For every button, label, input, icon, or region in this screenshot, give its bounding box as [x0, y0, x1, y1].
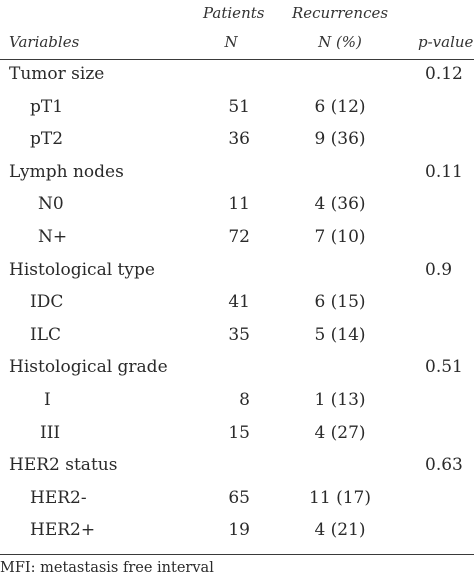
row-recurrences: 4 (36)	[314, 194, 366, 215]
row-pvalue: 0.11	[425, 161, 463, 182]
row-patients: 36	[228, 129, 250, 150]
row-sublabel: III	[40, 422, 61, 443]
bottom-rule	[0, 554, 474, 555]
row-patients: 51	[228, 96, 250, 117]
row-sublabel: HER2+	[30, 520, 96, 541]
row-sublabel: N0	[38, 194, 64, 215]
row-recurrences: 4 (27)	[314, 422, 366, 443]
row-sublabel: HER2-	[30, 487, 87, 508]
row-recurrences: 9 (36)	[314, 129, 366, 150]
row-pvalue: 0.51	[425, 357, 463, 378]
row-recurrences: 4 (21)	[314, 520, 366, 541]
row-sublabel: N+	[38, 227, 68, 247]
row-sublabel: pT2	[30, 129, 64, 150]
row-group-label: Tumor size	[9, 64, 105, 84]
row-sublabel: I	[44, 390, 51, 410]
row-group-label: Histological grade	[9, 357, 168, 378]
row-recurrences: 6 (12)	[314, 96, 366, 117]
header-patients: Patients	[203, 4, 265, 22]
row-patients: 41	[228, 292, 250, 313]
row-group-label: HER2 status	[9, 455, 118, 476]
row-recurrences: 7 (10)	[314, 227, 366, 247]
row-sublabel: IDC	[30, 292, 64, 313]
row-patients: 19	[228, 520, 250, 541]
table-footnote: MFI: metastasis free interval	[0, 560, 214, 576]
row-pvalue: 0.63	[425, 455, 463, 476]
row-sublabel: pT1	[30, 96, 64, 117]
row-patients: 65	[228, 487, 250, 508]
row-recurrences: 11 (17)	[309, 487, 371, 508]
row-patients: 72	[228, 227, 250, 247]
header-variables: Variables	[9, 33, 80, 51]
row-patients: 11	[228, 194, 250, 215]
row-recurrences: 6 (15)	[314, 292, 366, 313]
row-recurrences: 5 (14)	[314, 324, 366, 345]
row-recurrences: 1 (13)	[314, 390, 366, 410]
row-patients: 15	[228, 422, 250, 443]
header-recurrences-n: N (%)	[318, 33, 362, 51]
row-group-label: Histological type	[9, 259, 155, 280]
header-recurrences: Recurrences	[291, 4, 389, 22]
row-pvalue: 0.9	[425, 259, 453, 280]
row-patients: 8	[239, 390, 250, 410]
header-patients-n: N	[224, 33, 238, 51]
header-rule	[0, 59, 474, 60]
row-patients: 35	[228, 324, 250, 345]
row-group-label: Lymph nodes	[9, 161, 124, 182]
header-pvalue: p-value	[418, 33, 474, 51]
row-pvalue: 0.12	[425, 64, 463, 84]
row-sublabel: ILC	[30, 324, 62, 345]
